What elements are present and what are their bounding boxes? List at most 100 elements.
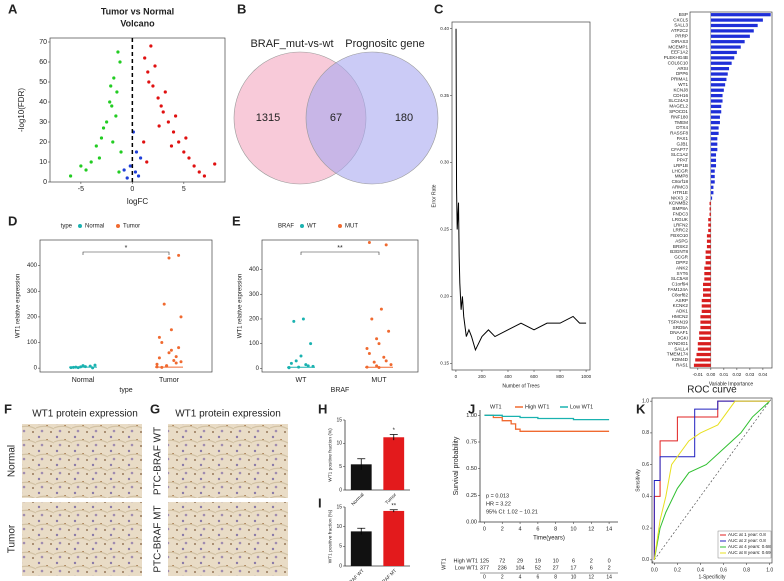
y-tick-label: 300: [249, 292, 260, 298]
legend-swatch: [338, 224, 342, 228]
survival-curve: [484, 414, 610, 421]
ihc-image: [22, 502, 142, 576]
bar: [710, 99, 723, 103]
gene-label: GJB1: [677, 141, 689, 146]
row-label: Tumor: [7, 524, 18, 553]
point: [202, 174, 207, 178]
gene-label: BMP8A: [672, 206, 689, 211]
point: [134, 150, 139, 154]
point: [384, 359, 388, 363]
point: [71, 365, 75, 369]
gene-label: SRD5A: [673, 325, 689, 330]
point: [165, 364, 169, 368]
risk-title: WT1: [441, 558, 447, 570]
point: [111, 140, 115, 144]
legend-title: WT1: [490, 404, 502, 410]
point: [372, 360, 376, 364]
significance-bracket: [300, 251, 380, 255]
risk-count: 52: [535, 565, 541, 571]
y-tick-label: 15: [336, 417, 342, 423]
y-tick-label: 200: [249, 317, 260, 323]
row-label: Normal: [7, 445, 18, 477]
point: [97, 156, 102, 160]
point: [147, 80, 151, 84]
x-tick-label: 2: [501, 526, 504, 532]
x-axis-label: Number of Trees: [502, 383, 540, 389]
y-axis-label: Error Rate: [431, 184, 437, 207]
bar: [709, 207, 711, 211]
bar: [710, 158, 717, 162]
point: [169, 328, 173, 332]
bar: [705, 250, 711, 254]
y-tick-label: 0.35: [440, 93, 449, 98]
plot-frame: [49, 37, 226, 183]
gene-label: GCGR: [674, 255, 688, 260]
point: [117, 170, 121, 174]
set-label: Prognositc gene: [345, 38, 425, 50]
y-tick-label: 0.00: [466, 519, 477, 525]
gene-label: BSP: [679, 12, 688, 17]
legend-title: BRAF: [278, 224, 294, 230]
gene-label: BRSK2: [673, 244, 689, 249]
gene-label: C8orf18: [672, 179, 689, 184]
bar: [704, 266, 711, 270]
point: [365, 347, 369, 351]
point: [114, 114, 118, 118]
bar: [710, 137, 718, 141]
point: [93, 363, 97, 367]
point: [375, 337, 379, 341]
gene-label: HTR1E: [673, 190, 688, 195]
bar: [710, 18, 763, 22]
y-tick-label: 30: [39, 119, 47, 126]
x-tick-label: 0: [130, 186, 134, 193]
bar: [699, 331, 711, 335]
x-tick-label: 400: [504, 374, 512, 379]
gene-label: PRRP: [675, 33, 688, 38]
bar: [350, 531, 372, 566]
panel-label: B: [237, 1, 246, 16]
point: [81, 364, 85, 368]
gene-label: CXCL5: [673, 17, 688, 22]
x-tick-label: 800: [556, 374, 564, 379]
annotation: p = 0.013: [486, 493, 509, 499]
significance: **: [391, 503, 396, 509]
venn-count: 1315: [256, 112, 280, 124]
point: [151, 84, 155, 88]
legend-swatch: [116, 224, 120, 228]
point: [69, 366, 73, 370]
panel-label: K: [636, 401, 646, 416]
point: [133, 170, 138, 174]
y-tick-label: 20: [39, 139, 47, 146]
bar: [703, 293, 711, 297]
bar: [710, 45, 741, 49]
point: [299, 354, 303, 358]
point: [94, 144, 98, 148]
point: [74, 365, 78, 369]
gene-label: B3GNT8: [670, 249, 688, 254]
gene-label: KCNJ8: [673, 87, 688, 92]
point: [155, 365, 159, 369]
risk-count: 72: [499, 558, 505, 564]
point: [91, 366, 95, 370]
bar: [710, 104, 722, 109]
bar: [704, 271, 711, 276]
gene-label: ASRP: [675, 298, 688, 303]
legend-label: High WT1: [525, 404, 549, 410]
point: [173, 114, 178, 118]
x-axis-label: logFC: [127, 197, 149, 206]
y-tick-label: 0.25: [466, 493, 477, 499]
y-tick-label: 0.40: [440, 26, 449, 31]
roc-curve: [653, 400, 771, 560]
chart-title: Tumor vs Normal: [101, 6, 174, 16]
legend-label: AUC at 2 year: 0.8: [728, 538, 766, 543]
x-tick-label: WT: [296, 377, 308, 384]
point: [136, 174, 141, 178]
gene-label: NKX3_2: [671, 195, 689, 200]
risk-count: 236: [498, 565, 507, 571]
venn-count: 67: [330, 112, 342, 124]
point: [166, 120, 170, 124]
bar: [710, 88, 724, 92]
legend-label: AUC at 8 years: 0.69: [728, 550, 771, 555]
gene-label: LRP1B: [673, 163, 688, 168]
gene-label: FAM124A: [668, 287, 689, 292]
